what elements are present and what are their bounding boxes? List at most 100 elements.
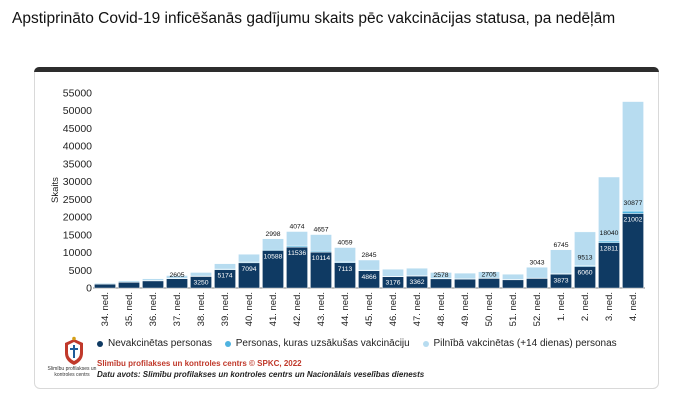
bar-segment [118, 280, 140, 283]
bar-segment [526, 278, 548, 289]
data-label: 18040 [600, 230, 619, 237]
bar-segment [478, 278, 500, 289]
x-tick-label: 4. ned. [628, 292, 639, 321]
x-tick-label: 51. ned. [508, 292, 519, 326]
bar-segment [358, 259, 380, 271]
y-axis-label: Skaits [50, 177, 61, 203]
y-tick-label: 45000 [63, 123, 92, 135]
chart-frame [34, 67, 659, 389]
y-tick-label: 25000 [63, 194, 92, 206]
x-tick-label: 43. ned. [316, 292, 327, 326]
data-label: 3176 [385, 280, 400, 287]
bar-segment [478, 271, 500, 279]
x-tick-label: 49. ned. [460, 292, 471, 326]
x-tick-label: 40. ned. [244, 292, 255, 326]
bar-segment [454, 278, 476, 289]
y-tick-label: 55000 [63, 88, 92, 100]
legend-item-unvaccinated: Nevakcinētas personas [97, 338, 212, 349]
y-tick-label: 15000 [63, 229, 92, 241]
legend: Nevakcinētas personas Personas, kuras uz… [97, 338, 627, 350]
data-label: 3043 [529, 259, 544, 266]
chart-title: Apstiprināto Covid-19 inficēšanās gadīju… [12, 10, 616, 27]
x-tick-label: 41. ned. [268, 292, 279, 326]
chart-top-bar [34, 67, 659, 72]
x-tick-label: 36. ned. [148, 292, 159, 326]
x-tick-label: 39. ned. [220, 292, 231, 326]
data-label: 2998 [265, 231, 280, 238]
bar-segment [502, 274, 524, 280]
bar-segment [166, 275, 188, 279]
bar-segment [598, 176, 620, 242]
bar-segment [622, 213, 644, 289]
bar-segment [262, 238, 284, 250]
bar-segment [334, 247, 356, 263]
legend-marker-full [422, 340, 429, 347]
y-tick-label: 0 [86, 283, 92, 295]
data-label: 4059 [337, 240, 352, 247]
credit-text: Slimību profilakses un kontroles centrs … [97, 359, 302, 368]
bar-segment [502, 279, 524, 289]
data-label: 5174 [217, 273, 232, 280]
x-tick-label: 35. ned. [124, 292, 135, 326]
source-text: Datu avots: Slimību profilakses un kontr… [97, 370, 425, 379]
x-tick-label: 47. ned. [412, 292, 423, 326]
bar-segment [574, 231, 596, 266]
legend-item-started: Personas, kuras uzsākušas vakcināciju [224, 338, 410, 349]
x-tick-label: 1. ned. [556, 292, 567, 321]
y-tick-label: 10000 [63, 247, 92, 259]
x-tick-label: 50. ned. [484, 292, 495, 326]
bar-segment [622, 210, 644, 214]
y-tick-label: 30000 [63, 176, 92, 188]
legend-marker-started [224, 340, 231, 347]
data-label: 3873 [553, 277, 568, 284]
legend-label-full: Pilnībā vakcinētas (+14 dienas) personas [433, 338, 617, 349]
data-label: 10114 [312, 255, 331, 262]
data-label: 4074 [289, 224, 304, 231]
y-tick-label: 40000 [63, 141, 92, 153]
bar-segment [382, 269, 404, 277]
bar-segment [622, 101, 644, 212]
data-label: 2705 [481, 271, 496, 278]
bar-segment [166, 278, 188, 289]
data-label: 12811 [600, 246, 619, 253]
x-tick-label: 42. ned. [292, 292, 303, 326]
data-label: 9513 [577, 255, 592, 262]
bar-segment [214, 263, 236, 270]
logo-caption: Slimību profilakses un kontroles centrs [47, 366, 97, 378]
bar-segment [598, 240, 620, 243]
bar-segment [190, 272, 212, 277]
data-label: 11536 [288, 250, 307, 257]
x-tick-label: 44. ned. [340, 292, 351, 326]
x-tick-label: 3. ned. [604, 292, 615, 321]
bar-segment [526, 267, 548, 279]
x-tick-label: 2. ned. [580, 292, 591, 321]
bar-segment [286, 231, 308, 247]
legend-marker-unvaccinated [97, 340, 103, 347]
x-tick-label: 46. ned. [388, 292, 399, 326]
bar-segment [94, 283, 116, 289]
data-label: 3250 [193, 279, 208, 286]
bar-segment [430, 272, 452, 279]
y-tick-label: 35000 [63, 158, 92, 170]
legend-item-full: Pilnībā vakcinētas (+14 dienas) personas [422, 338, 617, 349]
data-label: 7113 [338, 266, 353, 273]
bar-segment [142, 280, 164, 289]
data-label: 7094 [241, 266, 256, 273]
bar-segment [454, 272, 476, 280]
data-label: 4657 [313, 227, 328, 234]
y-tick-label: 5000 [69, 265, 93, 277]
bar-segment [94, 282, 116, 285]
data-label: 6060 [577, 270, 592, 277]
data-label: 10588 [264, 253, 283, 260]
x-tick-label: 52. ned. [532, 292, 543, 326]
bar-segment [406, 268, 428, 276]
x-tick-label: 34. ned. [100, 292, 111, 326]
legend-label-unvaccinated: Nevakcinētas personas [108, 338, 212, 349]
data-label: 2845 [361, 252, 376, 259]
bar-segment [118, 282, 140, 289]
x-tick-label: 45. ned. [364, 292, 375, 326]
data-label: 3362 [409, 279, 424, 286]
data-label: 6745 [553, 242, 568, 249]
y-tick-label: 50000 [63, 105, 92, 117]
data-label: 21002 [624, 217, 643, 224]
